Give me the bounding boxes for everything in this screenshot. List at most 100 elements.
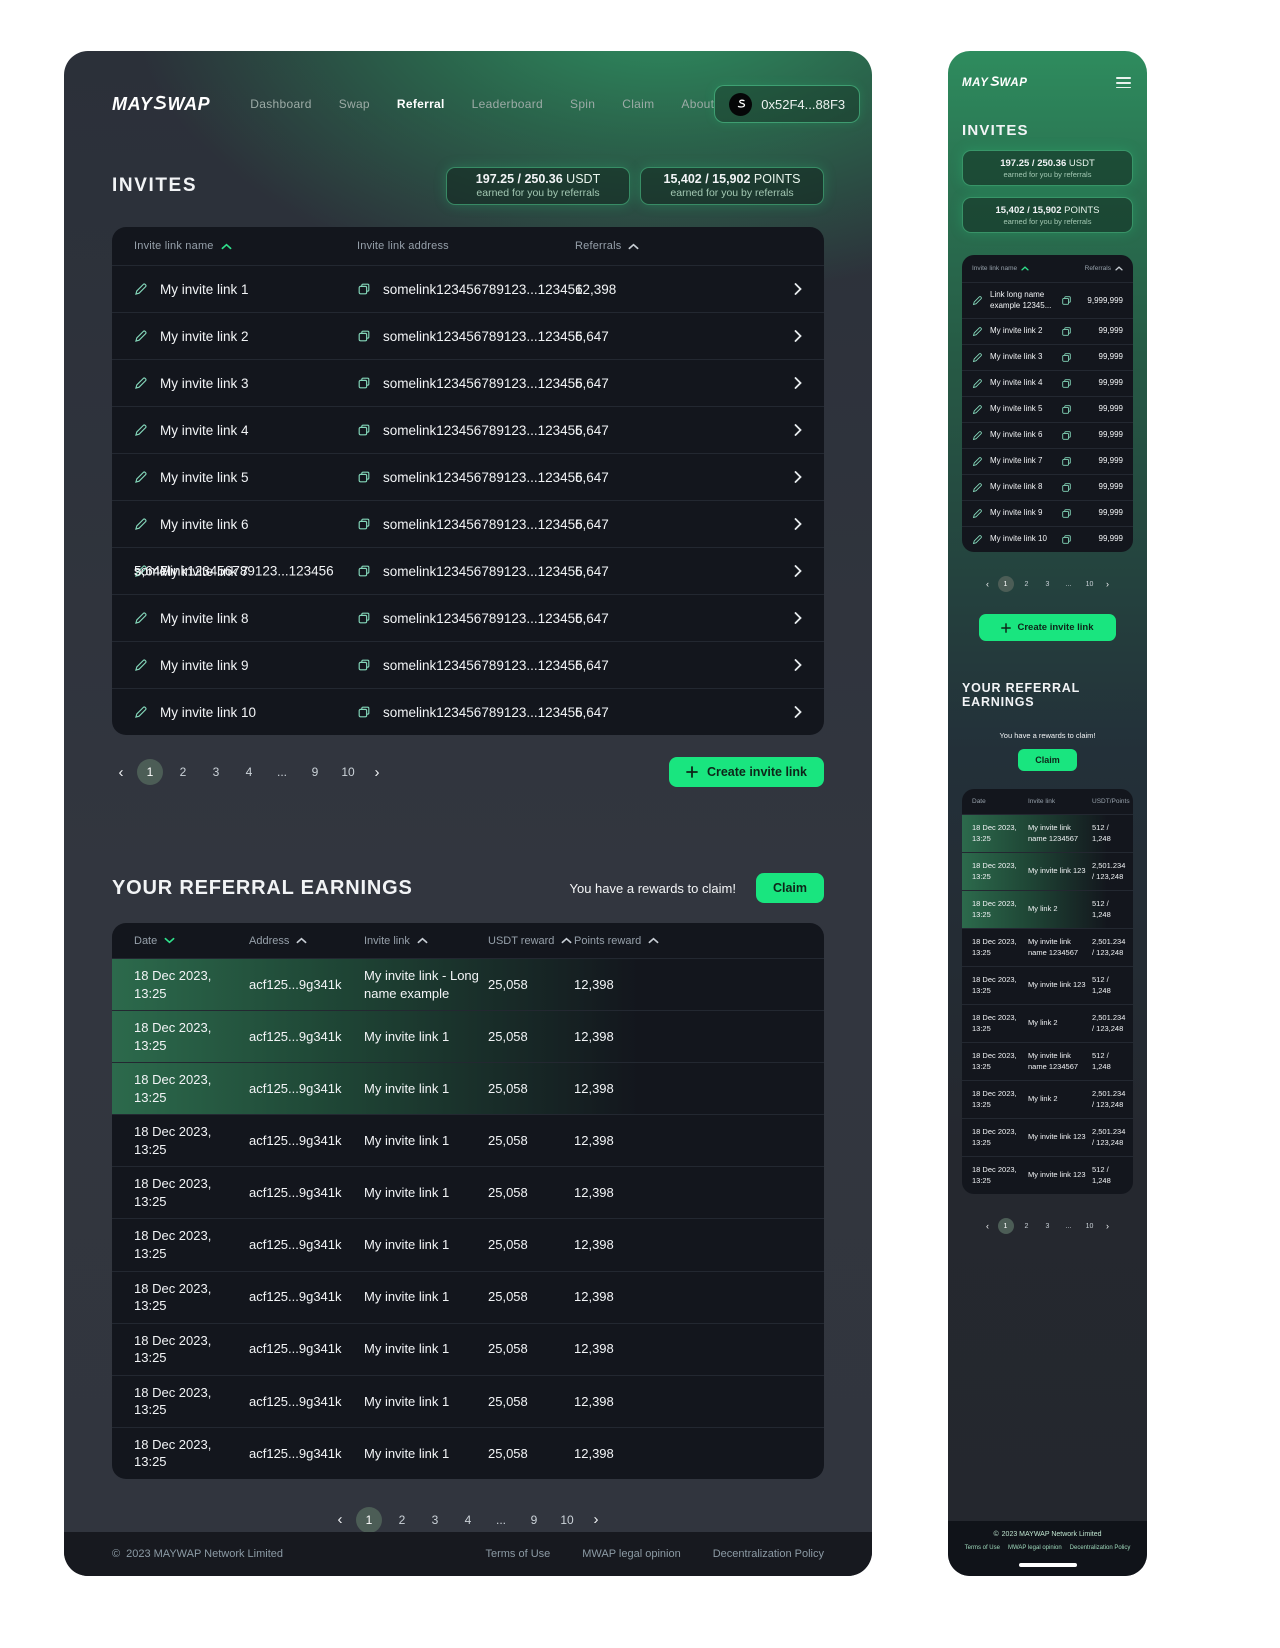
- pagination-page[interactable]: 9: [311, 765, 319, 779]
- copy-icon[interactable]: [357, 329, 371, 343]
- copy-icon[interactable]: [357, 611, 371, 625]
- invite-link-row[interactable]: My invite link 8 99,999: [962, 474, 1133, 500]
- nav-item[interactable]: Swap: [338, 97, 370, 111]
- chevron-right-icon[interactable]: [776, 471, 802, 483]
- sort-invite-link[interactable]: Invite link: [364, 935, 488, 947]
- pagination-page[interactable]: 1: [997, 576, 1014, 593]
- hamburger-menu-icon[interactable]: [1114, 75, 1133, 90]
- pagination-page[interactable]: 9: [530, 1512, 538, 1527]
- edit-pencil-icon[interactable]: [972, 295, 985, 306]
- edit-pencil-icon[interactable]: [134, 658, 148, 672]
- maywap-logo[interactable]: MAY WAP: [112, 94, 210, 115]
- pagination-prev-icon[interactable]: ‹: [337, 1511, 343, 1529]
- chevron-right-icon[interactable]: [776, 565, 802, 577]
- edit-pencil-icon[interactable]: [134, 517, 148, 531]
- chevron-right-icon[interactable]: [776, 377, 802, 389]
- legal-opinion-link[interactable]: MWAP legal opinion: [582, 1548, 681, 1560]
- sort-invite-link-name[interactable]: Invite link name: [972, 265, 1061, 272]
- copy-icon[interactable]: [1061, 430, 1076, 441]
- invite-link-row[interactable]: My invite link 4 99,999: [962, 370, 1133, 396]
- copy-icon[interactable]: [1061, 482, 1076, 493]
- chevron-right-icon[interactable]: [776, 518, 802, 530]
- pagination-page[interactable]: 2: [1024, 1222, 1029, 1230]
- copy-icon[interactable]: [357, 564, 371, 578]
- copy-icon[interactable]: [357, 282, 371, 296]
- copy-icon[interactable]: [357, 517, 371, 531]
- chevron-right-icon[interactable]: [776, 706, 802, 718]
- nav-item[interactable]: Claim: [622, 97, 655, 111]
- edit-pencil-icon[interactable]: [134, 470, 148, 484]
- invite-link-row[interactable]: My invite link 7 99,999: [962, 448, 1133, 474]
- invite-link-row[interactable]: My invite link 3 99,999: [962, 344, 1133, 370]
- sort-referrals[interactable]: Referrals: [1061, 265, 1123, 272]
- edit-pencil-icon[interactable]: [134, 376, 148, 390]
- invite-link-row[interactable]: My invite link 9 99,999: [962, 500, 1133, 526]
- chevron-right-icon[interactable]: [776, 612, 802, 624]
- copy-icon[interactable]: [1061, 352, 1076, 363]
- wallet-address-button[interactable]: 0x52F4...88F3: [714, 85, 861, 123]
- pagination-page[interactable]: ...: [495, 1512, 506, 1527]
- pagination-prev-icon[interactable]: ‹: [986, 1221, 989, 1232]
- edit-pencil-icon[interactable]: [134, 705, 148, 719]
- terms-of-use-link[interactable]: Terms of Use: [485, 1548, 551, 1560]
- invite-link-row[interactable]: My invite link 10 somelink123456789123..…: [112, 688, 824, 735]
- invite-link-row[interactable]: Link long name example 12345... 9,999,99…: [962, 282, 1133, 318]
- invite-link-row[interactable]: My invite link 10 99,999: [962, 526, 1133, 552]
- nav-item[interactable]: Spin: [570, 97, 596, 111]
- sort-invite-link-name[interactable]: Invite link name: [134, 240, 357, 252]
- pagination-page[interactable]: 4: [464, 1512, 472, 1527]
- copy-icon[interactable]: [1061, 508, 1076, 519]
- pagination-next-icon[interactable]: ›: [1106, 1221, 1109, 1232]
- copy-icon[interactable]: [357, 470, 371, 484]
- edit-pencil-icon[interactable]: [134, 329, 148, 343]
- invite-link-row[interactable]: My invite link 2 somelink123456789123...…: [112, 312, 824, 359]
- pagination-page[interactable]: 10: [1085, 580, 1094, 588]
- copy-icon[interactable]: [357, 705, 371, 719]
- sort-usdt-reward[interactable]: USDT reward: [488, 935, 574, 947]
- edit-pencil-icon[interactable]: [972, 534, 985, 545]
- invite-link-row[interactable]: My invite link 5 somelink123456789123...…: [112, 453, 824, 500]
- edit-pencil-icon[interactable]: [134, 282, 148, 296]
- maywap-logo[interactable]: MAY WAP: [962, 75, 1028, 90]
- pagination-page[interactable]: 3: [1045, 580, 1050, 588]
- edit-pencil-icon[interactable]: [972, 508, 985, 519]
- sort-address[interactable]: Address: [249, 935, 364, 947]
- pagination-page[interactable]: 10: [560, 1512, 574, 1527]
- pagination-next-icon[interactable]: ›: [374, 763, 380, 781]
- edit-pencil-icon[interactable]: [134, 564, 148, 578]
- pagination-page[interactable]: ...: [1065, 580, 1072, 588]
- pagination-page[interactable]: 2: [1024, 580, 1029, 588]
- invite-link-row[interactable]: My invite link 7 5,647 somelink123456789…: [112, 547, 824, 594]
- copy-icon[interactable]: [1061, 534, 1076, 545]
- pagination-page[interactable]: ...: [276, 765, 287, 779]
- copy-icon[interactable]: [357, 658, 371, 672]
- edit-pencil-icon[interactable]: [134, 423, 148, 437]
- edit-pencil-icon[interactable]: [972, 404, 985, 415]
- chevron-right-icon[interactable]: [776, 659, 802, 671]
- legal-opinion-link[interactable]: MWAP legal opinion: [1007, 1545, 1062, 1551]
- sort-points-reward[interactable]: Points reward: [574, 935, 802, 947]
- invite-link-row[interactable]: My invite link 8 somelink123456789123...…: [112, 594, 824, 641]
- invite-link-row[interactable]: My invite link 9 somelink123456789123...…: [112, 641, 824, 688]
- pagination-page[interactable]: 1: [137, 759, 163, 785]
- invite-link-row[interactable]: My invite link 5 99,999: [962, 396, 1133, 422]
- pagination-page[interactable]: 10: [341, 765, 355, 779]
- pagination-page[interactable]: 10: [1085, 1222, 1094, 1230]
- chevron-right-icon[interactable]: [776, 330, 802, 342]
- terms-of-use-link[interactable]: Terms of Use: [964, 1545, 1000, 1551]
- nav-item[interactable]: About: [681, 97, 715, 111]
- chevron-right-icon[interactable]: [776, 283, 802, 295]
- pagination-page[interactable]: ...: [1065, 1222, 1072, 1230]
- decentralization-policy-link[interactable]: Decentralization Policy: [1069, 1545, 1131, 1551]
- create-invite-link-button[interactable]: Create invite link: [979, 614, 1116, 642]
- nav-item[interactable]: Dashboard: [250, 97, 312, 111]
- nav-item[interactable]: Leaderboard: [471, 97, 544, 111]
- chevron-right-icon[interactable]: [776, 424, 802, 436]
- invite-link-row[interactable]: My invite link 1 somelink123456789123...…: [112, 265, 824, 312]
- edit-pencil-icon[interactable]: [972, 352, 985, 363]
- edit-pencil-icon[interactable]: [972, 378, 985, 389]
- pagination-page[interactable]: 2: [398, 1512, 406, 1527]
- invite-link-row[interactable]: My invite link 6 somelink123456789123...…: [112, 500, 824, 547]
- invite-link-row[interactable]: My invite link 2 99,999: [962, 318, 1133, 344]
- pagination-page[interactable]: 1: [356, 1506, 382, 1533]
